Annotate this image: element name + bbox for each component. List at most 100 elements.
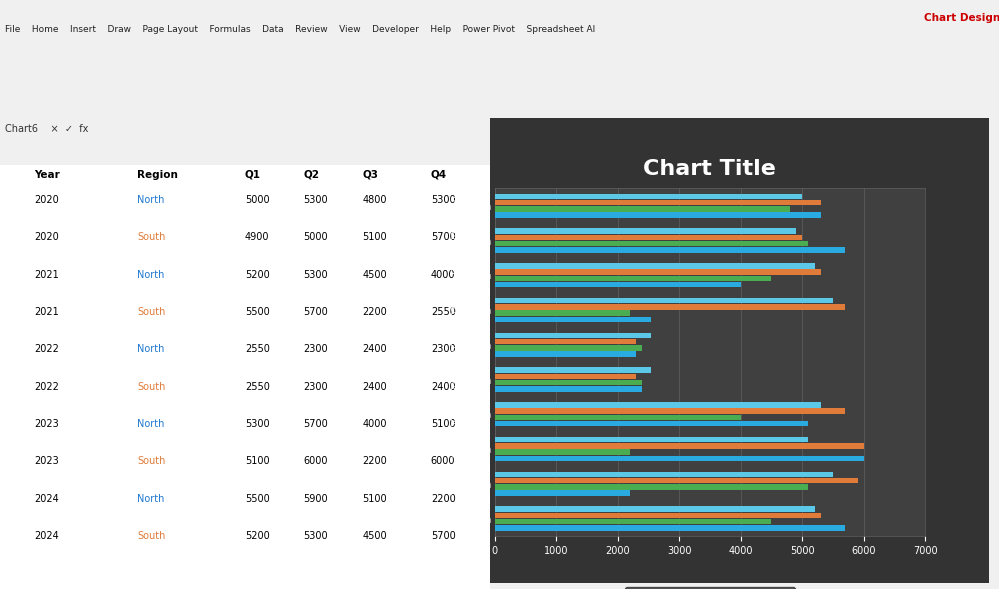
Text: South: South	[137, 456, 166, 466]
Text: North: North	[137, 494, 165, 504]
Text: 2024: 2024	[452, 507, 461, 530]
Bar	[495, 298, 833, 303]
Text: North: North	[137, 270, 165, 280]
Text: 2022: 2022	[34, 345, 59, 355]
Text: 4800: 4800	[363, 195, 387, 205]
Text: 5500: 5500	[245, 307, 270, 317]
Text: 2024: 2024	[34, 494, 59, 504]
Bar	[495, 241, 808, 246]
Bar	[495, 380, 642, 385]
Bar	[495, 235, 802, 240]
Text: 5300: 5300	[304, 531, 328, 541]
Text: 2020: 2020	[452, 194, 461, 217]
Text: Chart6    ×  ✓  fx: Chart6 × ✓ fx	[5, 124, 88, 134]
Bar	[495, 484, 808, 489]
Bar	[495, 386, 642, 392]
Bar	[495, 247, 845, 253]
Bar	[495, 229, 796, 234]
Text: 5100: 5100	[363, 233, 387, 243]
Text: Q3: Q3	[363, 170, 379, 180]
Text: 5000: 5000	[304, 233, 328, 243]
Text: 2400: 2400	[363, 345, 387, 355]
Text: 6000: 6000	[304, 456, 328, 466]
Bar	[495, 478, 857, 484]
Text: 5100: 5100	[245, 456, 270, 466]
Text: 5700: 5700	[304, 419, 329, 429]
Text: Q2: Q2	[304, 170, 320, 180]
Bar	[495, 409, 845, 414]
Text: 5500: 5500	[245, 494, 270, 504]
Bar	[495, 200, 820, 206]
Text: 2300: 2300	[304, 345, 328, 355]
Text: North: North	[137, 419, 165, 429]
Text: 5300: 5300	[304, 270, 328, 280]
Text: 2020: 2020	[452, 229, 461, 252]
Bar	[495, 305, 845, 310]
Text: Year: Year	[34, 170, 60, 180]
Text: 2300: 2300	[431, 345, 456, 355]
Text: 2021: 2021	[34, 307, 59, 317]
Text: 5900: 5900	[304, 494, 328, 504]
Bar	[495, 491, 630, 496]
Bar	[495, 352, 636, 357]
Text: 5300: 5300	[245, 419, 270, 429]
Bar	[495, 333, 651, 338]
Text: 2021: 2021	[452, 264, 461, 287]
Bar	[495, 421, 808, 426]
Text: 5200: 5200	[245, 531, 270, 541]
Text: 2020: 2020	[34, 195, 59, 205]
Text: 2023: 2023	[452, 403, 461, 426]
Text: South: South	[137, 382, 166, 392]
Bar	[495, 194, 802, 199]
Bar	[495, 206, 790, 211]
Text: 2022: 2022	[34, 382, 59, 392]
Bar	[495, 402, 820, 408]
Bar	[495, 310, 630, 316]
Text: 2022: 2022	[452, 333, 461, 356]
Text: Q1: Q1	[245, 170, 261, 180]
Text: 2021: 2021	[452, 299, 461, 322]
Text: 2400: 2400	[363, 382, 387, 392]
Bar	[495, 345, 642, 350]
Text: North: North	[137, 195, 165, 205]
Bar	[495, 339, 636, 345]
Text: 2022: 2022	[452, 368, 461, 391]
Text: 4500: 4500	[363, 531, 387, 541]
Text: 2020: 2020	[34, 233, 59, 243]
Text: South: South	[137, 307, 166, 317]
Text: 4500: 4500	[363, 270, 387, 280]
Text: 2200: 2200	[363, 307, 387, 317]
Text: 5700: 5700	[431, 531, 456, 541]
Bar	[495, 270, 820, 275]
Text: 2024: 2024	[34, 531, 59, 541]
Text: South: South	[137, 531, 166, 541]
Text: Q4: Q4	[431, 170, 447, 180]
Bar	[495, 519, 771, 524]
Bar	[495, 456, 864, 461]
Bar	[495, 213, 820, 218]
Text: Region: Region	[137, 170, 178, 180]
Text: 4000: 4000	[431, 270, 456, 280]
Text: 5100: 5100	[363, 494, 387, 504]
Text: 2550: 2550	[431, 307, 456, 317]
Title: Chart Title: Chart Title	[643, 158, 776, 178]
Text: 2400: 2400	[431, 382, 456, 392]
Text: 5000: 5000	[245, 195, 270, 205]
Text: 2023: 2023	[34, 419, 59, 429]
Text: 5100: 5100	[431, 419, 456, 429]
Text: 2024: 2024	[452, 472, 461, 495]
Text: 2021: 2021	[34, 270, 59, 280]
Text: File    Home    Insert    Draw    Page Layout    Formulas    Data    Review    V: File Home Insert Draw Page Layout Formul…	[5, 25, 595, 34]
Text: 2200: 2200	[431, 494, 456, 504]
Text: 2023: 2023	[34, 456, 59, 466]
Text: 2023: 2023	[452, 438, 461, 461]
Bar	[495, 276, 771, 281]
Bar	[495, 437, 808, 442]
Text: 2200: 2200	[363, 456, 387, 466]
Bar	[495, 317, 651, 322]
Bar	[495, 525, 845, 531]
Text: 2300: 2300	[304, 382, 328, 392]
Bar	[495, 263, 814, 269]
Bar	[495, 513, 820, 518]
Text: 5200: 5200	[245, 270, 270, 280]
